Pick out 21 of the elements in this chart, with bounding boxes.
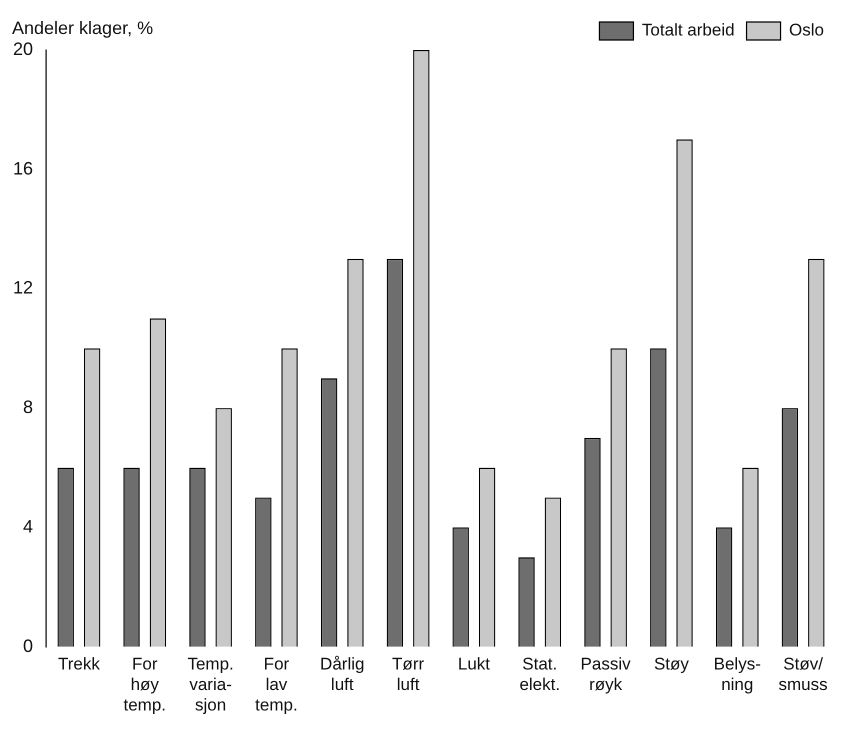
y-tick-label: 8 bbox=[23, 397, 34, 418]
y-axis-title: Andeler klager, % bbox=[12, 18, 154, 38]
legend-label: Oslo bbox=[789, 20, 824, 40]
x-tick-label: Temp. varia- sjon bbox=[187, 654, 234, 714]
x-tick-label: Tørr luft bbox=[392, 654, 424, 694]
x-tick-label: Dårlig luft bbox=[320, 654, 364, 694]
x-tick-label: For høy temp. bbox=[124, 654, 166, 714]
y-tick-label: 16 bbox=[12, 158, 34, 178]
x-tick-label: Stat. elekt. bbox=[519, 654, 560, 694]
x-tick-label: For lav temp. bbox=[255, 654, 298, 714]
x-tick-label: Støy bbox=[654, 654, 690, 674]
y-tick-label: 12 bbox=[12, 278, 34, 298]
x-tick-label: Belys- ning bbox=[714, 654, 761, 694]
y-tick-label: 20 bbox=[12, 38, 34, 59]
y-tick-label: 0 bbox=[23, 636, 34, 656]
legend-label: Totalt arbeid bbox=[642, 20, 735, 40]
y-tick-label: 4 bbox=[23, 516, 34, 536]
x-tick-label: Støv/ smuss bbox=[778, 654, 828, 694]
x-tick-label: Trekk bbox=[58, 654, 100, 674]
x-tick-label: Lukt bbox=[458, 654, 490, 674]
x-tick-label: Passiv røyk bbox=[580, 654, 632, 694]
